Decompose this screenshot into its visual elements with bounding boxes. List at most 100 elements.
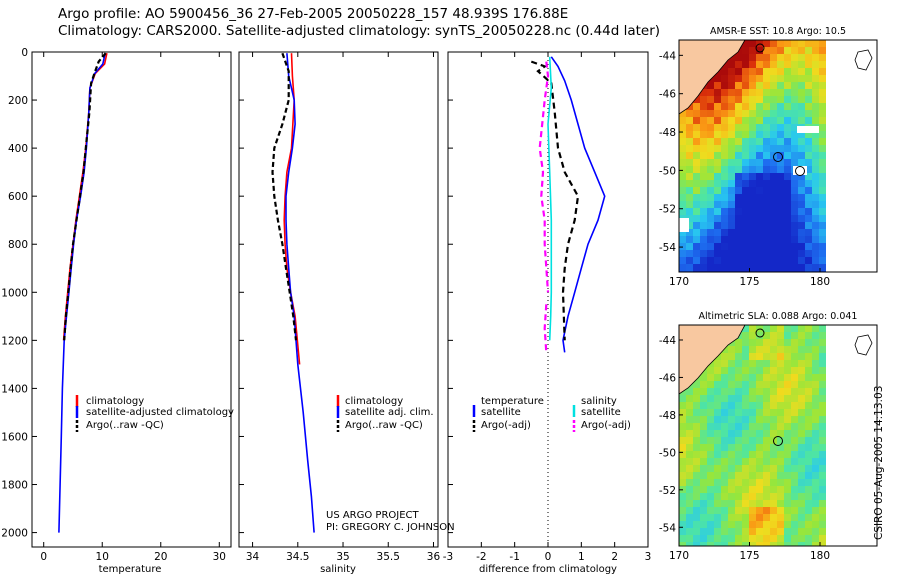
sst-cell	[791, 173, 798, 180]
sst-cell	[805, 61, 812, 68]
sla-cell	[749, 521, 756, 528]
sst-cell	[679, 229, 686, 236]
sla-map-title: Altimetric SLA: 0.088 Argo: 0.041	[699, 311, 858, 322]
sst-map-axes: 170 175 180 -44 -46 -48 -50 -52 -54	[659, 50, 830, 288]
sst-cell	[812, 222, 819, 229]
sla-cell	[770, 402, 777, 409]
sst-cell	[763, 124, 770, 131]
csiro-stamp: CSIRO 05-Aug-2005 14:13:03	[873, 385, 885, 540]
sla-cell	[721, 465, 728, 472]
sst-cell	[777, 187, 784, 194]
sla-cell	[763, 325, 770, 332]
sst-cell	[777, 61, 784, 68]
sla-cell	[714, 514, 721, 521]
sla-cell	[749, 409, 756, 416]
sst-cell	[805, 138, 812, 145]
sst-cell	[770, 138, 777, 145]
sla-cell	[679, 409, 686, 416]
sla-cell	[756, 374, 763, 381]
difference-axis-label: difference from climatology	[479, 564, 617, 575]
sla-cell	[770, 493, 777, 500]
sst-cell	[819, 124, 826, 131]
sst-cell	[693, 215, 700, 222]
sla-cell	[770, 416, 777, 423]
sst-cell	[728, 131, 735, 138]
sla-cell	[805, 416, 812, 423]
sst-cell	[756, 180, 763, 187]
sla-cell	[721, 388, 728, 395]
sst-cell	[728, 61, 735, 68]
sla-cell	[812, 521, 819, 528]
sst-cell	[693, 250, 700, 257]
sla-cell	[777, 416, 784, 423]
sla-cell	[770, 388, 777, 395]
sla-cell	[707, 514, 714, 521]
sst-cell	[693, 257, 700, 264]
series-line-salinity-argo-adj-lower	[543, 304, 548, 353]
sla-cell	[700, 472, 707, 479]
sst-cell	[791, 131, 798, 138]
sst-cell	[749, 257, 756, 264]
sla-cell	[693, 416, 700, 423]
sst-cell	[707, 222, 714, 229]
sla-cell	[679, 507, 686, 514]
sla-cell	[791, 360, 798, 367]
sst-cell	[686, 131, 693, 138]
sst-cell	[700, 173, 707, 180]
sst-cell	[756, 61, 763, 68]
sst-cell	[791, 103, 798, 110]
series-line-salinity-argo-adj-	[538, 61, 550, 293]
sst-cell	[763, 187, 770, 194]
sla-cell	[819, 542, 826, 546]
sla-cell	[742, 507, 749, 514]
sla-cell	[784, 416, 791, 423]
sst-cell	[735, 222, 742, 229]
sst-cell	[728, 152, 735, 159]
sla-cell	[728, 388, 735, 395]
sla-cell	[735, 479, 742, 486]
sst-cell	[700, 152, 707, 159]
sst-cell	[819, 264, 826, 271]
sla-cell	[798, 500, 805, 507]
sla-cell	[784, 360, 791, 367]
sst-cell	[805, 194, 812, 201]
sla-cell	[742, 409, 749, 416]
sst-cell	[791, 54, 798, 61]
map-x-tick-label: 175	[739, 550, 759, 562]
sla-cell	[728, 444, 735, 451]
map-y-tick-label: -54	[659, 522, 676, 534]
sla-cell	[728, 458, 735, 465]
sst-cell	[763, 152, 770, 159]
sla-cell	[742, 465, 749, 472]
sla-cell	[693, 402, 700, 409]
sst-cell	[721, 75, 728, 82]
sla-cell	[805, 465, 812, 472]
sst-cell	[728, 243, 735, 250]
sst-cell	[812, 103, 819, 110]
sst-cell	[784, 82, 791, 89]
sst-cell	[770, 82, 777, 89]
sst-cell	[686, 215, 693, 222]
sst-cell	[721, 236, 728, 243]
sla-cell	[707, 458, 714, 465]
sla-cell	[735, 535, 742, 542]
sst-cell	[735, 215, 742, 222]
sst-cell	[707, 103, 714, 110]
sst-cell	[679, 173, 686, 180]
sla-cell	[693, 409, 700, 416]
sla-cell	[770, 367, 777, 374]
sst-cell	[686, 173, 693, 180]
sst-cell	[770, 243, 777, 250]
sst-cell	[742, 54, 749, 61]
sst-cell	[819, 236, 826, 243]
sst-cell	[798, 187, 805, 194]
sst-cell	[686, 194, 693, 201]
sla-cell	[805, 444, 812, 451]
sst-cell	[700, 110, 707, 117]
sla-cell	[679, 542, 686, 546]
sla-cell	[798, 395, 805, 402]
sla-cell	[700, 388, 707, 395]
sla-cell	[819, 423, 826, 430]
sst-cell	[805, 264, 812, 271]
sla-cell	[812, 367, 819, 374]
